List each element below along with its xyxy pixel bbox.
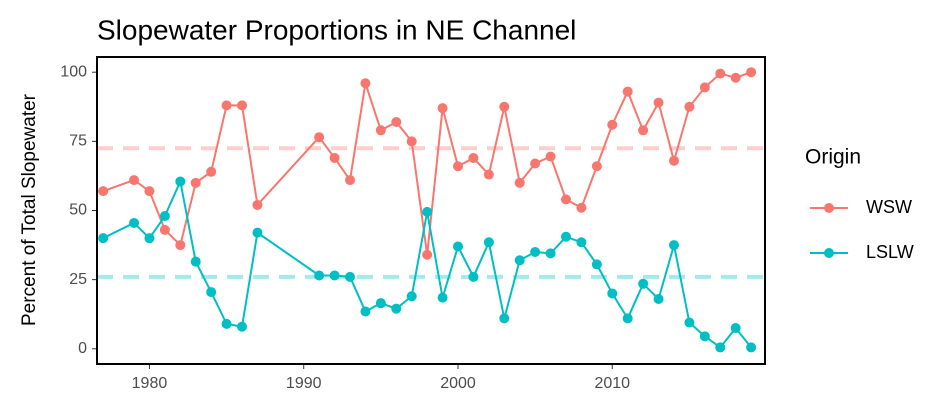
data-point — [653, 294, 664, 305]
data-point — [159, 211, 170, 222]
data-point — [190, 256, 201, 267]
data-point — [314, 270, 325, 281]
data-point — [638, 125, 649, 136]
data-point — [530, 246, 541, 257]
data-point — [499, 313, 510, 324]
data-point — [406, 136, 417, 147]
x-tick-label: 1980 — [132, 375, 168, 392]
x-tick-label: 2010 — [594, 375, 630, 392]
data-point — [375, 298, 386, 309]
data-point — [730, 323, 741, 334]
data-point — [252, 227, 263, 238]
chart-title: Slopewater Proportions in NE Channel — [97, 14, 576, 45]
data-point — [483, 237, 494, 248]
data-point — [730, 72, 741, 83]
data-point — [607, 288, 618, 299]
x-tick-label: 1990 — [286, 375, 322, 392]
data-point — [422, 206, 433, 217]
data-point — [622, 313, 633, 324]
data-point — [468, 152, 479, 163]
y-axis-label: Percent of Total Slopewater — [19, 93, 40, 326]
data-point — [591, 161, 602, 172]
data-point — [345, 271, 356, 282]
data-point — [360, 78, 371, 89]
data-point — [715, 342, 726, 353]
legend-marker — [824, 248, 834, 258]
data-point — [715, 68, 726, 79]
data-point — [206, 166, 217, 177]
data-point — [252, 199, 263, 210]
data-point — [175, 240, 186, 251]
data-point — [653, 97, 664, 108]
data-point — [329, 152, 340, 163]
data-point — [684, 101, 695, 112]
data-point — [468, 271, 479, 282]
data-point — [206, 287, 217, 298]
data-point — [668, 155, 679, 166]
data-point — [144, 233, 155, 244]
data-point — [437, 103, 448, 114]
data-point — [391, 303, 402, 314]
data-point — [746, 342, 757, 353]
legend-title: Origin — [805, 146, 861, 169]
data-point — [746, 67, 757, 78]
data-point — [545, 151, 556, 162]
data-point — [422, 249, 433, 260]
x-tick-label: 2000 — [440, 375, 476, 392]
data-point — [98, 186, 109, 197]
data-point — [329, 270, 340, 281]
data-point — [129, 217, 140, 228]
data-point — [452, 161, 463, 172]
data-point — [314, 132, 325, 143]
data-point — [98, 233, 109, 244]
series-line — [102, 178, 752, 349]
data-point — [530, 158, 541, 169]
series-line — [102, 71, 752, 255]
data-point — [406, 291, 417, 302]
data-point — [391, 116, 402, 127]
data-point — [437, 292, 448, 303]
data-point — [545, 248, 556, 259]
data-point — [638, 278, 649, 289]
y-tick-label: 50 — [69, 202, 87, 219]
data-point — [514, 177, 525, 188]
data-point — [560, 231, 571, 242]
data-point — [375, 125, 386, 136]
y-tick-label: 25 — [69, 271, 87, 288]
data-point — [684, 317, 695, 328]
data-point — [452, 241, 463, 252]
y-tick-label: 100 — [60, 63, 87, 80]
data-point — [144, 186, 155, 197]
data-point — [159, 224, 170, 235]
data-point — [483, 169, 494, 180]
data-point — [699, 331, 710, 342]
data-point — [576, 237, 587, 248]
data-point — [237, 321, 248, 332]
data-point — [360, 306, 371, 317]
data-point — [668, 240, 679, 251]
data-point — [576, 202, 587, 213]
data-point — [345, 175, 356, 186]
data-point — [221, 318, 232, 329]
legend-marker — [824, 203, 834, 213]
legend-label: WSW — [866, 197, 912, 217]
data-point — [129, 175, 140, 186]
data-point — [221, 100, 232, 111]
data-point — [622, 86, 633, 97]
legend-label: LSLW — [866, 242, 914, 262]
data-point — [560, 194, 571, 205]
data-point — [499, 101, 510, 112]
data-point — [607, 119, 618, 130]
data-point — [237, 100, 248, 111]
data-point — [591, 259, 602, 270]
data-point — [175, 176, 186, 187]
data-point — [190, 177, 201, 188]
data-point — [514, 255, 525, 266]
y-tick-label: 75 — [69, 133, 87, 150]
plot-border — [96, 56, 766, 365]
data-point — [699, 82, 710, 93]
y-tick-label: 0 — [78, 340, 87, 357]
